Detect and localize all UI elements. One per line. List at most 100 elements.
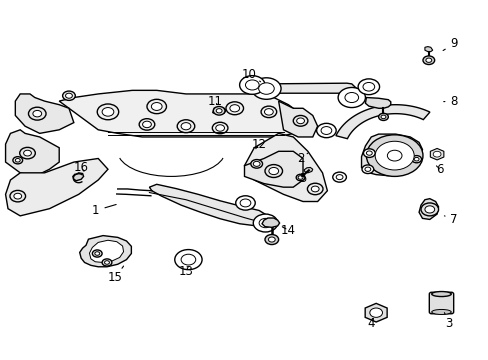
Polygon shape — [73, 173, 83, 181]
Polygon shape — [244, 151, 303, 187]
Text: 14: 14 — [280, 224, 295, 237]
Circle shape — [296, 174, 305, 181]
Polygon shape — [262, 218, 279, 227]
Circle shape — [10, 190, 25, 202]
Circle shape — [316, 123, 335, 138]
Circle shape — [386, 150, 401, 161]
Polygon shape — [278, 101, 317, 137]
Circle shape — [13, 157, 22, 164]
Circle shape — [364, 167, 370, 171]
Circle shape — [361, 165, 373, 174]
Polygon shape — [429, 148, 443, 160]
Polygon shape — [418, 199, 438, 220]
Polygon shape — [212, 108, 225, 113]
Text: 16: 16 — [74, 161, 88, 174]
Circle shape — [298, 176, 303, 179]
Circle shape — [102, 259, 112, 266]
Circle shape — [366, 135, 422, 176]
Circle shape — [147, 99, 166, 114]
Circle shape — [264, 109, 273, 115]
Circle shape — [335, 175, 342, 180]
Circle shape — [307, 183, 323, 195]
Circle shape — [357, 79, 379, 95]
Circle shape — [215, 125, 224, 131]
Polygon shape — [15, 94, 74, 134]
Text: 15: 15 — [108, 266, 123, 284]
Circle shape — [65, 93, 72, 98]
Circle shape — [432, 151, 440, 157]
Circle shape — [139, 119, 155, 130]
Circle shape — [151, 103, 162, 111]
Circle shape — [225, 102, 243, 115]
Circle shape — [362, 82, 374, 91]
FancyBboxPatch shape — [428, 292, 453, 314]
Polygon shape — [80, 235, 131, 267]
Text: 9: 9 — [442, 37, 457, 50]
Circle shape — [177, 120, 194, 133]
Polygon shape — [264, 83, 356, 93]
Circle shape — [28, 107, 46, 120]
Polygon shape — [361, 134, 422, 176]
Circle shape — [344, 93, 358, 103]
Text: 3: 3 — [444, 313, 452, 330]
Circle shape — [251, 78, 281, 99]
Ellipse shape — [431, 310, 450, 315]
Polygon shape — [335, 105, 429, 139]
Text: 7: 7 — [444, 213, 457, 226]
Polygon shape — [89, 240, 123, 262]
Text: 10: 10 — [242, 68, 260, 82]
Circle shape — [378, 113, 387, 121]
Circle shape — [293, 116, 307, 126]
Circle shape — [250, 159, 262, 168]
Circle shape — [253, 161, 260, 166]
Polygon shape — [5, 158, 108, 216]
Circle shape — [366, 151, 371, 155]
Circle shape — [253, 214, 277, 232]
Circle shape — [212, 122, 227, 134]
Polygon shape — [238, 198, 253, 208]
Circle shape — [258, 83, 274, 94]
Circle shape — [411, 156, 421, 163]
Circle shape — [142, 121, 151, 128]
Circle shape — [92, 250, 102, 257]
Polygon shape — [365, 303, 386, 322]
Circle shape — [259, 219, 271, 228]
Polygon shape — [5, 130, 59, 176]
Circle shape — [15, 158, 20, 162]
Text: 12: 12 — [251, 138, 266, 150]
Circle shape — [14, 193, 21, 199]
Circle shape — [369, 308, 382, 318]
Circle shape — [245, 80, 259, 90]
Circle shape — [264, 234, 278, 244]
Circle shape — [264, 165, 282, 177]
Circle shape — [337, 87, 365, 108]
Circle shape — [311, 186, 319, 192]
Circle shape — [380, 145, 407, 166]
Text: 6: 6 — [435, 163, 443, 176]
Text: 11: 11 — [207, 95, 223, 108]
Circle shape — [181, 123, 190, 130]
Polygon shape — [59, 90, 293, 137]
Circle shape — [425, 58, 431, 62]
Circle shape — [268, 167, 278, 175]
Circle shape — [104, 261, 109, 264]
Polygon shape — [304, 167, 312, 173]
Circle shape — [374, 141, 413, 170]
Circle shape — [261, 106, 276, 118]
Circle shape — [102, 108, 114, 116]
Circle shape — [420, 203, 438, 216]
Circle shape — [174, 249, 202, 270]
Circle shape — [413, 157, 418, 161]
Circle shape — [296, 118, 304, 124]
Circle shape — [239, 76, 264, 94]
Text: 1: 1 — [92, 204, 116, 217]
Text: 8: 8 — [443, 95, 457, 108]
Text: 4: 4 — [367, 317, 374, 330]
Text: 13: 13 — [178, 265, 193, 278]
Circle shape — [213, 107, 224, 115]
Circle shape — [422, 56, 434, 64]
Circle shape — [62, 91, 75, 100]
Circle shape — [95, 252, 100, 255]
Circle shape — [235, 196, 255, 210]
Circle shape — [321, 127, 331, 134]
